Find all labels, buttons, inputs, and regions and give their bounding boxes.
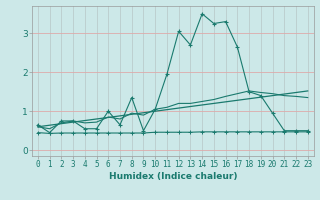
X-axis label: Humidex (Indice chaleur): Humidex (Indice chaleur) (108, 172, 237, 181)
